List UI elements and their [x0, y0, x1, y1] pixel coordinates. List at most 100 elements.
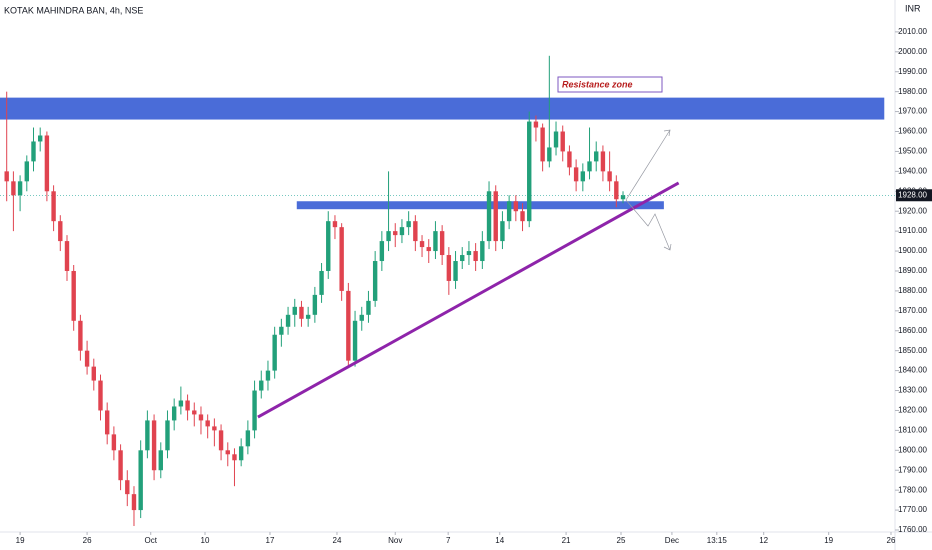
x-tick-label: 17 [266, 536, 275, 545]
x-tick-label: 7 [446, 536, 451, 545]
y-tick-label: 1960.00 [898, 127, 927, 136]
candle-body [185, 400, 190, 411]
candle-body [218, 430, 224, 451]
x-tick-label: Oct [145, 536, 158, 545]
candle-body [567, 151, 572, 168]
y-tick-label: 1970.00 [898, 107, 927, 116]
candle-body [393, 231, 398, 236]
x-tick-label: 13:15 [707, 536, 728, 545]
candle-body [232, 454, 237, 461]
candle-body [145, 420, 150, 451]
candle-body [352, 320, 358, 361]
x-tick-label: Dec [665, 536, 679, 545]
resistance-label: Resistance zone [562, 79, 633, 89]
candle-body [245, 430, 251, 447]
candle-body [332, 221, 338, 228]
resistance-zone [0, 97, 885, 120]
candle-body [379, 241, 385, 262]
candle-body [165, 420, 170, 451]
candle-body [104, 410, 110, 435]
candle-body [473, 251, 478, 262]
y-tick-label: 1820.00 [898, 406, 927, 415]
candle-body [78, 320, 83, 351]
candle-body [37, 135, 43, 142]
candle-body [238, 446, 244, 461]
candle-body [118, 450, 123, 481]
candle-body [406, 221, 411, 228]
candle-body [299, 306, 304, 319]
y-tick-label: 1990.00 [898, 67, 927, 76]
candle-body [178, 400, 184, 407]
projection-down [625, 199, 671, 251]
x-tick-label: 19 [16, 536, 25, 545]
candle-body [292, 306, 297, 315]
candle-body [44, 135, 50, 192]
candle-body [71, 270, 76, 321]
x-tick-label: 14 [495, 536, 504, 545]
candle-body [540, 127, 545, 162]
y-tick-label: 1870.00 [898, 306, 927, 315]
y-tick-label: 2000.00 [898, 47, 927, 56]
candle-body [198, 414, 204, 421]
candle-body [111, 434, 117, 451]
candle-body [158, 450, 163, 471]
projection-up [625, 129, 671, 201]
candle-body [594, 151, 599, 162]
candle-body [386, 231, 391, 242]
candle-body [527, 121, 532, 222]
candle-body [520, 211, 525, 222]
y-tick-label: 1780.00 [898, 485, 927, 494]
candle-body [366, 300, 371, 315]
candle-body [426, 247, 431, 252]
candle-body [51, 191, 56, 222]
y-tick-label: 1760.00 [898, 525, 927, 534]
candle-body [151, 420, 157, 471]
y-tick-label: 1860.00 [898, 326, 927, 335]
y-tick-label: 1850.00 [898, 346, 927, 355]
candle-body [64, 241, 70, 271]
candle-body [413, 221, 418, 242]
candle-body [171, 406, 177, 421]
candle-body [614, 181, 619, 200]
y-tick-label: 1910.00 [898, 226, 927, 235]
x-tick-label: 24 [333, 536, 342, 545]
candle-body [259, 380, 264, 391]
y-tick-label: 1790.00 [898, 465, 927, 474]
resistance-label-box [557, 76, 663, 93]
candle-body [419, 241, 425, 248]
candle-body [533, 121, 539, 128]
candle-body [11, 181, 16, 196]
candle-body [372, 261, 378, 301]
x-tick-label: 26 [887, 536, 896, 545]
candle-body [265, 370, 271, 381]
candle-body [587, 161, 592, 172]
x-tick-label: 19 [824, 536, 833, 545]
y-tick-label: 1840.00 [898, 366, 927, 375]
candle-body [600, 151, 606, 172]
candle-body [439, 231, 445, 256]
candle-body [4, 171, 9, 182]
candle-body [607, 171, 612, 182]
candle-body [346, 290, 351, 361]
chart-title: KOTAK MAHINDRA BAN, 4h, NSE [4, 5, 143, 15]
candle-body [205, 420, 210, 427]
candle-body [553, 131, 559, 148]
candle-body [399, 227, 405, 236]
support-zone [296, 201, 664, 210]
candle-body [433, 231, 438, 252]
candle-body [91, 366, 96, 381]
candle-body [453, 261, 458, 281]
candle-body [573, 167, 579, 182]
candle-body [326, 221, 331, 271]
candle-body [138, 450, 143, 511]
currency: INR [905, 3, 921, 13]
y-tick-label: 1770.00 [898, 505, 927, 514]
candle-body [252, 390, 257, 431]
y-tick-label: 1900.00 [898, 246, 927, 255]
candle-body [225, 450, 230, 455]
x-tick-label: Nov [388, 536, 402, 545]
candle-body [17, 181, 23, 196]
y-tick-label: 1980.00 [898, 87, 927, 96]
candle-body [486, 191, 492, 242]
candle-body [506, 201, 512, 222]
